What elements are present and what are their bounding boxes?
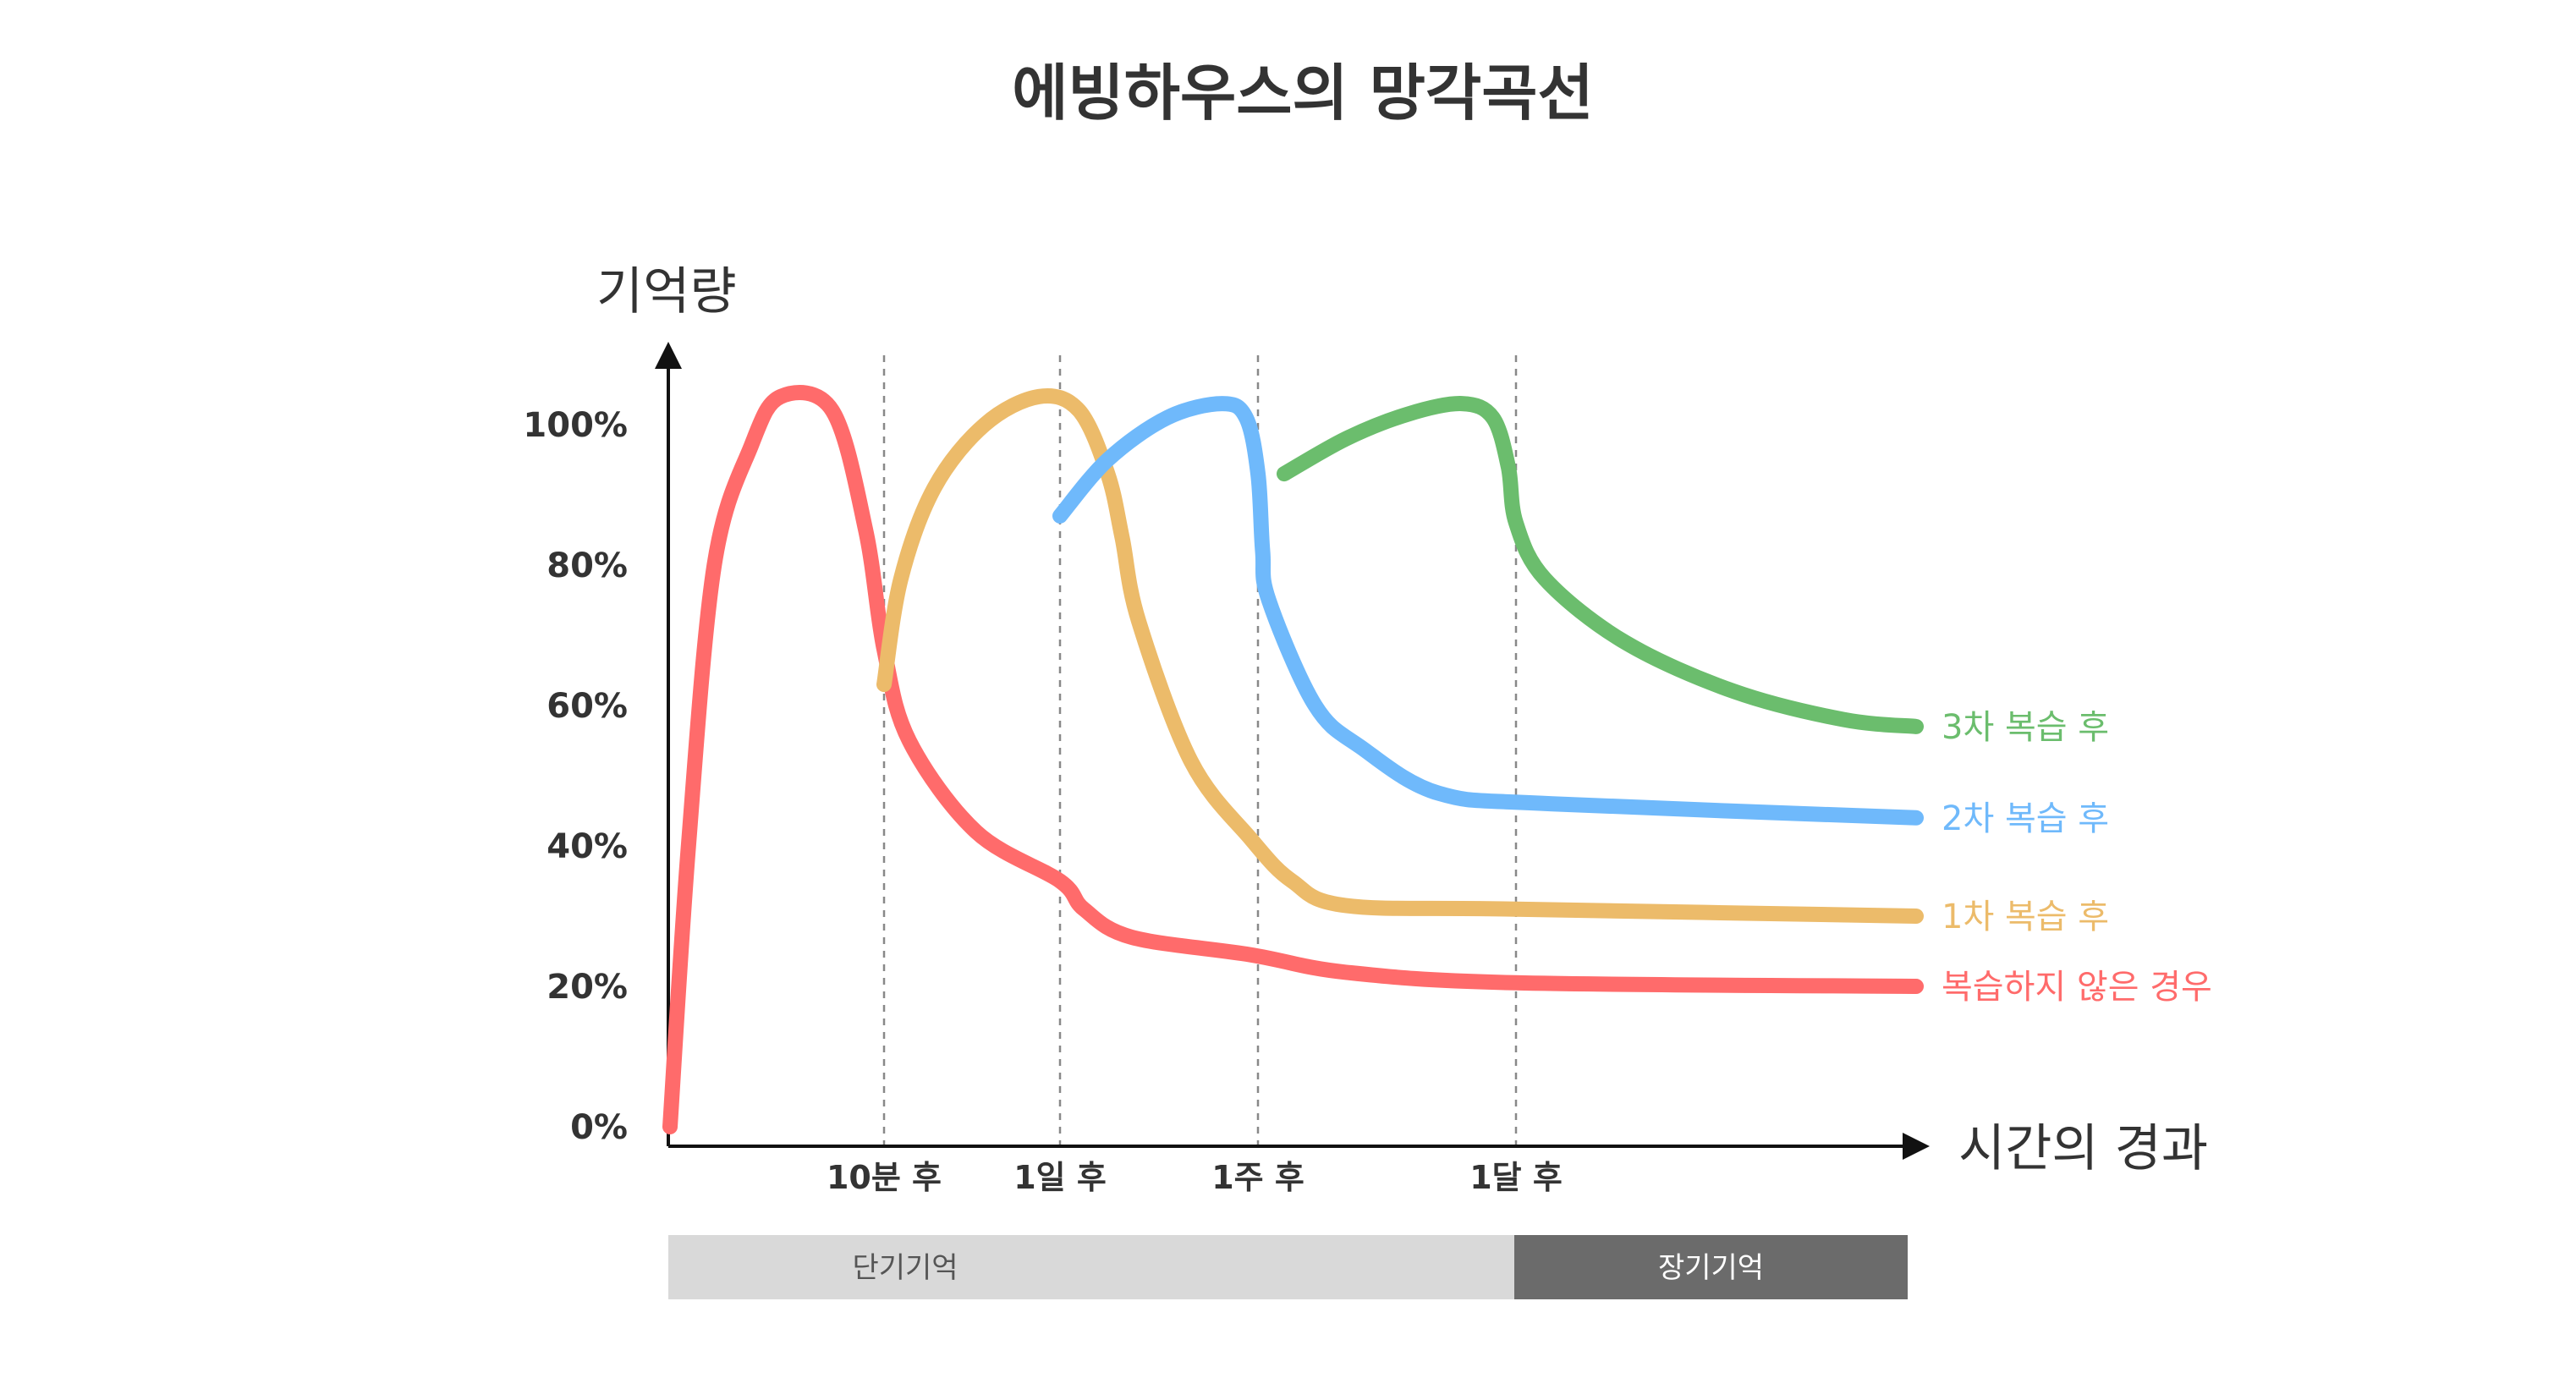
phase-short-term-bar xyxy=(668,1235,1514,1299)
chart-title: 에빙하우스의 망각곡선 xyxy=(1012,58,1593,129)
phase-long-term-label: 장기기억 xyxy=(1658,1251,1764,1285)
curve-review-3 xyxy=(1277,396,1924,734)
y-tick-label: 80% xyxy=(547,546,628,585)
y-tick-label: 40% xyxy=(547,827,628,866)
marker-lines xyxy=(882,355,1518,1146)
y-tick-label: 100% xyxy=(523,406,628,445)
phase-long-term-bar xyxy=(1514,1235,1908,1299)
series-label-review-1: 1차 복습 후 xyxy=(1942,898,2109,936)
series-labels: 복습하지 않은 경우 1차 복습 후 2차 복습 후 3차 복습 후 xyxy=(1942,708,2212,1007)
y-axis-title: 기억량 xyxy=(596,262,737,321)
series-label-review-3: 3차 복습 후 xyxy=(1942,708,2109,747)
x-tick-label: 10분 후 xyxy=(827,1159,942,1196)
memory-phase-bar: 단기기억 장기기억 xyxy=(668,1235,1908,1299)
curve-no-review xyxy=(662,385,1924,1134)
x-axis-title: 시간의 경과 xyxy=(1958,1119,2208,1178)
curve-review-1 xyxy=(876,388,1924,924)
x-tick-label: 1주 후 xyxy=(1211,1159,1304,1196)
y-ticks: 0% 20% 40% 60% 80% 100% xyxy=(523,406,628,1147)
y-tick-label: 20% xyxy=(547,968,628,1007)
x-tick-label: 1일 후 xyxy=(1013,1159,1107,1196)
y-tick-label: 0% xyxy=(570,1108,628,1147)
curve-review-2 xyxy=(1052,396,1924,826)
series-label-no-review: 복습하지 않은 경우 xyxy=(1942,968,2212,1007)
curves xyxy=(662,385,1924,1134)
series-label-review-2: 2차 복습 후 xyxy=(1942,799,2109,838)
x-ticks: 10분 후 1일 후 1주 후 1달 후 xyxy=(827,1159,1563,1196)
x-tick-label: 1달 후 xyxy=(1469,1159,1563,1196)
phase-short-term-label: 단기기억 xyxy=(852,1251,958,1285)
y-tick-label: 60% xyxy=(547,687,628,726)
